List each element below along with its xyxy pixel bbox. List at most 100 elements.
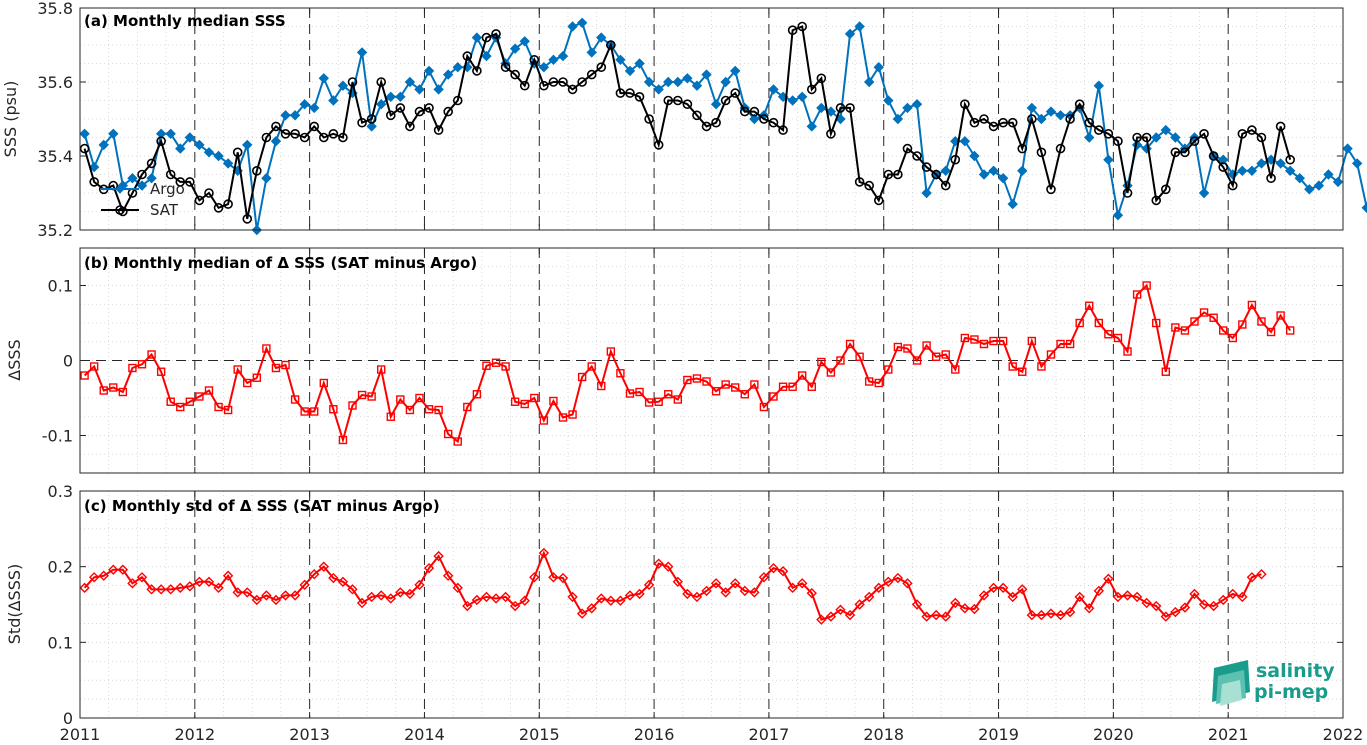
data-point	[606, 347, 616, 356]
data-point	[453, 437, 462, 446]
data-point	[835, 604, 846, 615]
data-point	[509, 600, 521, 612]
data-point	[1257, 317, 1266, 326]
data-point	[1094, 318, 1104, 328]
data-point	[931, 169, 941, 180]
data-point	[798, 371, 807, 380]
data-point	[1027, 336, 1037, 346]
data-point	[1266, 173, 1276, 183]
data-point	[940, 611, 951, 622]
data-point	[768, 562, 779, 574]
data-point	[1026, 102, 1038, 114]
data-point	[1008, 362, 1017, 371]
data-point	[147, 350, 156, 359]
data-point	[367, 392, 376, 401]
data-point	[252, 166, 262, 176]
data-point	[644, 398, 654, 407]
data-point	[864, 180, 874, 191]
data-point	[1313, 180, 1325, 191]
series-line	[83, 283, 1292, 444]
data-point	[1113, 333, 1123, 343]
data-point	[567, 84, 578, 95]
data-point	[998, 336, 1008, 346]
data-point	[1017, 584, 1028, 595]
data-point	[1246, 572, 1258, 583]
ytick-label: 0	[63, 352, 73, 371]
data-point	[710, 578, 722, 589]
data-point	[1227, 180, 1238, 191]
data-point	[1055, 609, 1066, 621]
data-point	[1065, 114, 1075, 124]
data-point	[519, 80, 530, 91]
data-point	[1085, 301, 1094, 310]
data-point	[759, 402, 769, 412]
data-point	[195, 392, 204, 401]
data-point	[1132, 290, 1142, 299]
data-point	[1064, 606, 1076, 618]
data-point	[204, 386, 214, 395]
data-point	[787, 25, 798, 36]
data-point	[395, 103, 406, 113]
data-point	[319, 378, 328, 388]
data-point	[576, 608, 588, 619]
data-point	[520, 399, 529, 409]
series-line	[83, 550, 1262, 621]
data-point	[558, 77, 568, 87]
data-point	[452, 95, 463, 106]
data-point	[758, 572, 770, 583]
data-point	[720, 76, 731, 88]
data-point	[873, 195, 884, 206]
data-point	[1055, 143, 1066, 154]
data-point	[280, 110, 291, 121]
data-point	[1103, 129, 1114, 139]
data-point	[797, 21, 808, 32]
data-point	[79, 143, 90, 154]
data-point	[1132, 132, 1142, 143]
data-point	[1294, 173, 1305, 184]
data-point	[720, 95, 731, 106]
data-point	[281, 360, 290, 370]
data-point	[730, 578, 741, 589]
series-line	[83, 25, 1292, 220]
data-point	[261, 132, 272, 143]
data-point	[270, 594, 282, 606]
data-point	[1007, 117, 1018, 128]
data-point	[597, 381, 606, 391]
data-point	[434, 405, 443, 415]
panel-c-grid	[79, 491, 1344, 718]
data-point	[214, 402, 223, 412]
data-point	[1170, 606, 1181, 618]
data-point	[155, 128, 167, 139]
data-point	[730, 88, 741, 98]
data-point	[692, 374, 702, 383]
panel-c-xticks: 2011 2012 2013 2014 2015 2016 2017 2018 2019 2020…	[60, 725, 1364, 744]
legend: Argo SAT	[101, 180, 185, 219]
data-point	[634, 588, 645, 600]
data-point	[941, 350, 950, 359]
data-point	[844, 28, 856, 40]
data-point	[405, 405, 415, 415]
data-point	[577, 372, 587, 382]
data-point	[1131, 591, 1143, 603]
xtick-label: 2019	[978, 725, 1019, 744]
data-point	[1171, 323, 1180, 332]
data-point	[128, 363, 137, 373]
data-point	[1122, 590, 1133, 601]
data-point	[1256, 569, 1267, 580]
data-point	[262, 344, 271, 353]
data-point	[806, 587, 817, 599]
data-point	[768, 84, 779, 95]
data-point	[165, 169, 176, 180]
data-point	[386, 412, 395, 421]
data-point	[356, 597, 368, 609]
data-point	[643, 579, 655, 591]
data-point	[1304, 184, 1315, 195]
data-point	[892, 113, 904, 125]
data-point	[883, 576, 894, 587]
data-point	[826, 129, 836, 139]
data-point	[490, 593, 502, 604]
data-point	[711, 117, 721, 128]
data-point	[1275, 158, 1286, 169]
data-point	[415, 393, 424, 403]
data-point	[414, 106, 425, 117]
